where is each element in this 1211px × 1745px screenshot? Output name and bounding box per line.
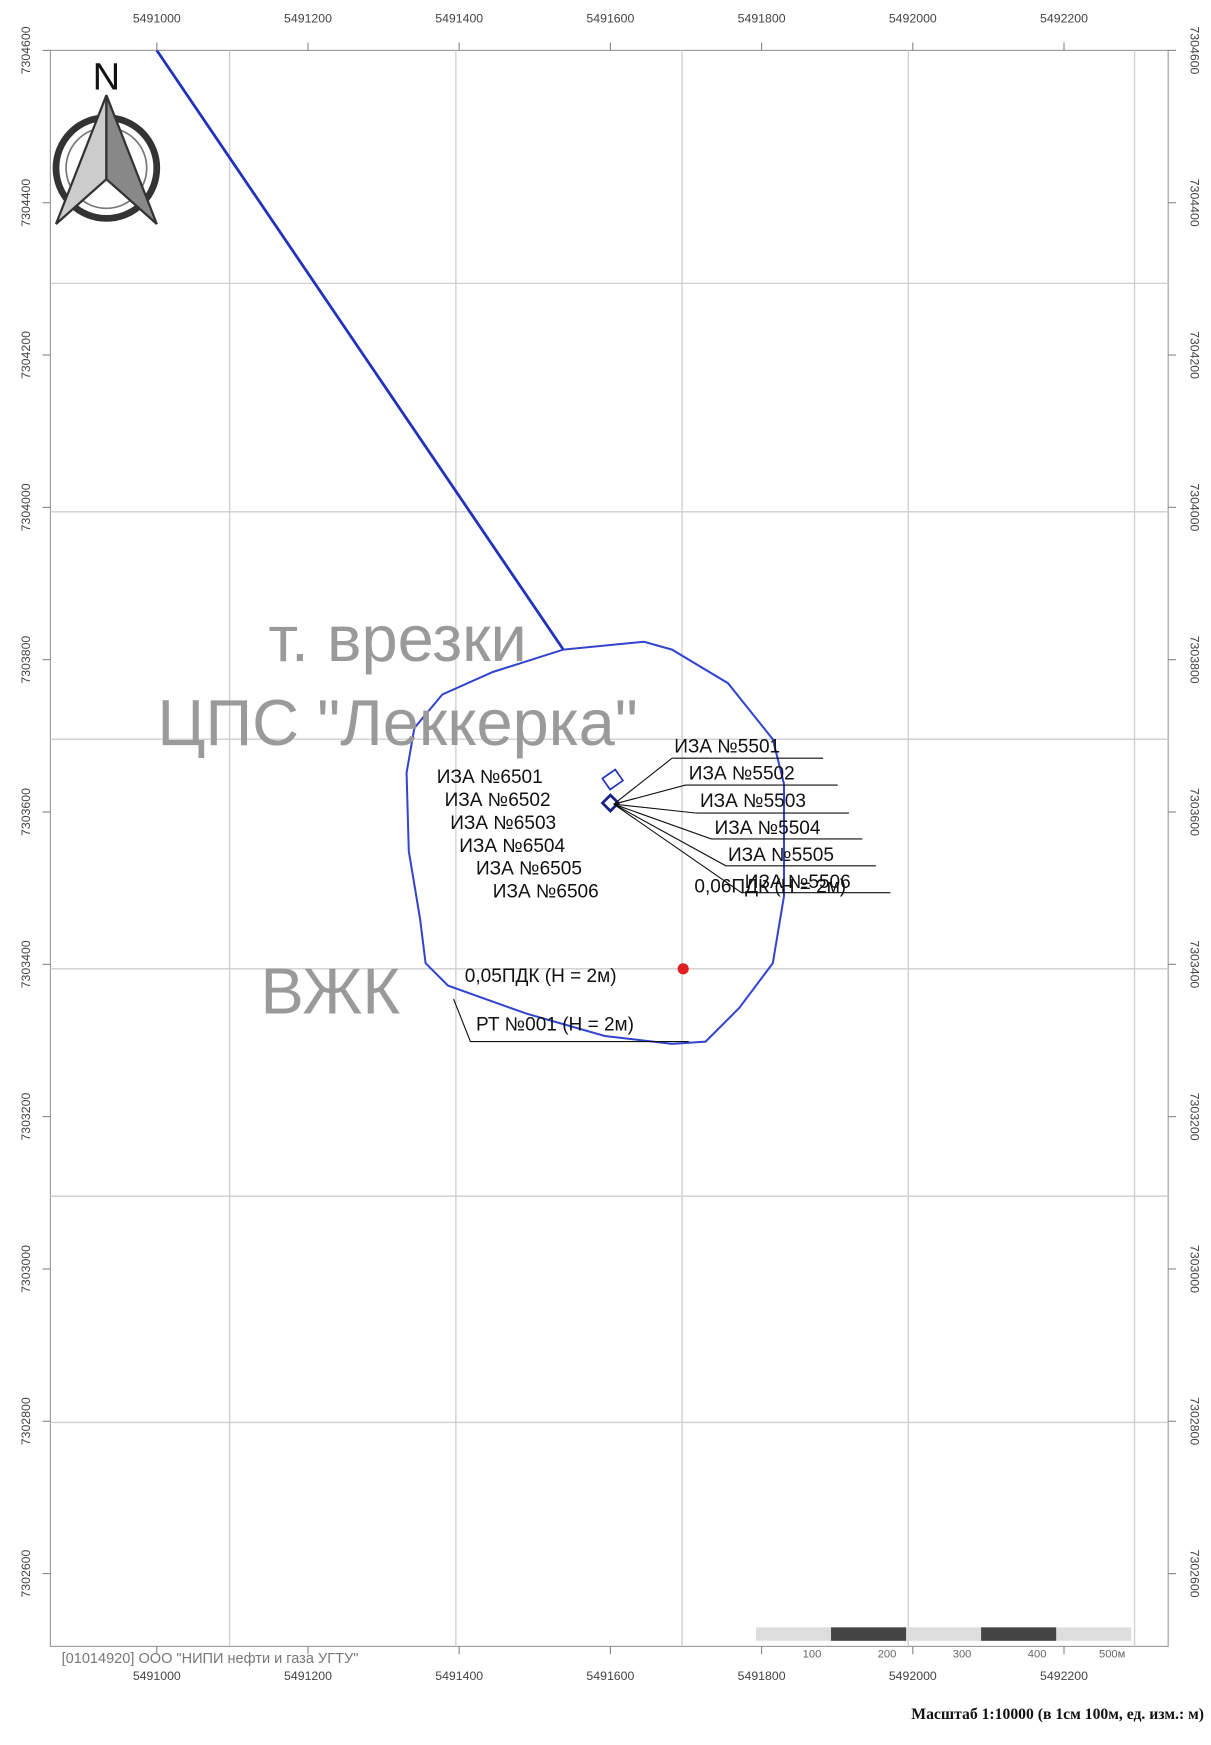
y-tick-label: 7302600: [19, 1549, 33, 1597]
leaders: [453, 757, 891, 1043]
y-tick-label: 7303400: [1188, 940, 1202, 988]
isoline: [405, 640, 786, 1045]
place-label: ЦПС "Леккерка": [157, 686, 637, 759]
source-label: ИЗА №5506: [745, 872, 851, 893]
north-arrow: N: [52, 57, 161, 225]
x-tick-label: 5491600: [586, 1669, 634, 1683]
scale-label: 100: [803, 1649, 822, 1661]
source: [600, 793, 621, 813]
y-tick-label: 7302800: [19, 1397, 33, 1445]
y-tick-label: 7304400: [19, 179, 33, 227]
point: [677, 963, 689, 975]
y-tick-label: 7303400: [19, 940, 33, 988]
y-tick-label: 7304200: [1188, 331, 1202, 379]
x-tick-label: 5491800: [738, 11, 786, 25]
x-tick-label: 5492000: [889, 11, 937, 25]
scale-label: 200: [878, 1649, 897, 1661]
y-tick-label: 7304000: [19, 483, 33, 531]
place-label: ВЖК: [261, 955, 401, 1028]
y-tick-label: 7303800: [1188, 636, 1202, 684]
y-tick-label: 7303000: [19, 1245, 33, 1293]
source-label: ИЗА №6506: [493, 882, 599, 903]
x-tick-label: 5491000: [133, 11, 181, 25]
y-tick-label: 7302800: [1188, 1397, 1202, 1445]
y-tick-label: 7304200: [19, 331, 33, 379]
pipeline: [155, 49, 565, 651]
point-label: РТ №001 (Н = 2м): [476, 1014, 634, 1035]
map-body: т. врезки ЦПС "Леккерка" ВЖК ИЗА №6501ИЗ…: [19, 11, 1204, 1723]
x-tick-label: 5491000: [133, 1669, 181, 1683]
x-tick-label: 5491400: [435, 1669, 483, 1683]
y-tick-label: 7302600: [1188, 1550, 1202, 1598]
source-label: ИЗА №6505: [476, 859, 582, 880]
source-label: ИЗА №5505: [728, 845, 834, 866]
source-label: ИЗА №6504: [459, 836, 565, 857]
source-label: ИЗА №5502: [689, 764, 795, 785]
x-tick-label: 5491200: [284, 1669, 332, 1683]
grid: [50, 50, 1169, 1647]
footer: [01014920] ООО "НИПИ нефти и газа УГТУ": [62, 1651, 359, 1667]
y-tick-label: 7304000: [1188, 483, 1202, 531]
x-tick-label: 5492000: [889, 1669, 937, 1683]
x-tick-label: 5491600: [586, 11, 634, 25]
x-tick-label: 5491200: [284, 11, 332, 25]
source-label: ИЗА №6503: [450, 813, 556, 834]
source-label: ИЗА №5504: [715, 818, 821, 839]
place-label: т. врезки: [268, 602, 526, 675]
y-tick-label: 7303600: [19, 788, 33, 836]
y-tick-label: 7303600: [1188, 788, 1202, 836]
y-tick-label: 7304600: [19, 26, 33, 74]
y-tick-label: 7304400: [1188, 179, 1202, 227]
x-tick-label: 5492200: [1040, 1669, 1088, 1683]
source-label: ИЗА №6501: [437, 767, 543, 788]
source-label: ИЗА №5503: [700, 791, 806, 812]
scale-text: Масштаб 1:10000 (в 1см 100м, ед. изм.: м…: [911, 1706, 1204, 1723]
isoline-label: 0,05ПДК (Н = 2м): [465, 966, 617, 987]
scale-label: 300: [953, 1649, 972, 1661]
source: [601, 768, 625, 791]
x-tick-label: 5491400: [435, 11, 483, 25]
y-tick-label: 7304600: [1188, 26, 1202, 74]
source-label: ИЗА №6502: [445, 790, 551, 811]
source-label: ИЗА №5501: [674, 737, 780, 758]
scale-bar: [756, 1627, 1132, 1641]
x-tick-label: 5491800: [738, 1669, 786, 1683]
scale-label: 400: [1028, 1649, 1047, 1661]
y-tick-label: 7303000: [1188, 1245, 1202, 1293]
y-tick-label: 7303200: [1188, 1093, 1202, 1141]
north-label: N: [93, 57, 121, 99]
y-tick-label: 7303800: [19, 636, 33, 684]
x-tick-label: 5492200: [1040, 11, 1088, 25]
isoline-label: 0,06ПДК (Н = 2м): [694, 877, 846, 898]
frame: [49, 49, 1169, 1647]
scale-label: 500м: [1099, 1649, 1125, 1661]
y-tick-label: 7303200: [19, 1093, 33, 1141]
